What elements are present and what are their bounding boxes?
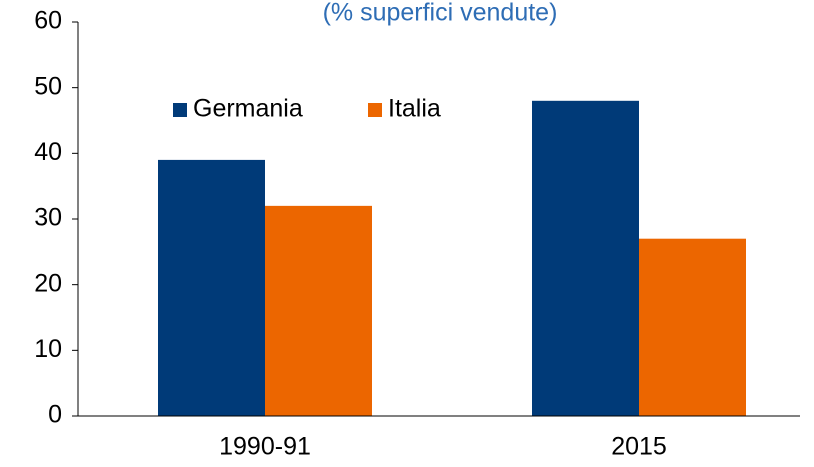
- y-tick-label: 30: [34, 204, 62, 232]
- y-tick-label: 20: [34, 269, 62, 297]
- y-tick-label: 10: [34, 335, 62, 363]
- y-tick-label: 40: [34, 138, 62, 166]
- legend-label: Germania: [193, 95, 303, 123]
- bar: [265, 205, 372, 416]
- y-tick-label: 0: [48, 401, 62, 429]
- bar: [532, 100, 639, 417]
- legend-swatch: [173, 103, 187, 117]
- bar: [639, 238, 746, 416]
- legend-label: Italia: [388, 95, 441, 123]
- x-tick-label: 2015: [611, 433, 667, 461]
- legend-swatch: [368, 103, 382, 117]
- y-tick-label: 60: [34, 7, 62, 35]
- x-tick-label: 1990-91: [219, 433, 311, 461]
- bar: [158, 159, 265, 416]
- chart-subtitle: (% superfici vendute): [323, 0, 558, 27]
- y-tick-label: 50: [34, 72, 62, 100]
